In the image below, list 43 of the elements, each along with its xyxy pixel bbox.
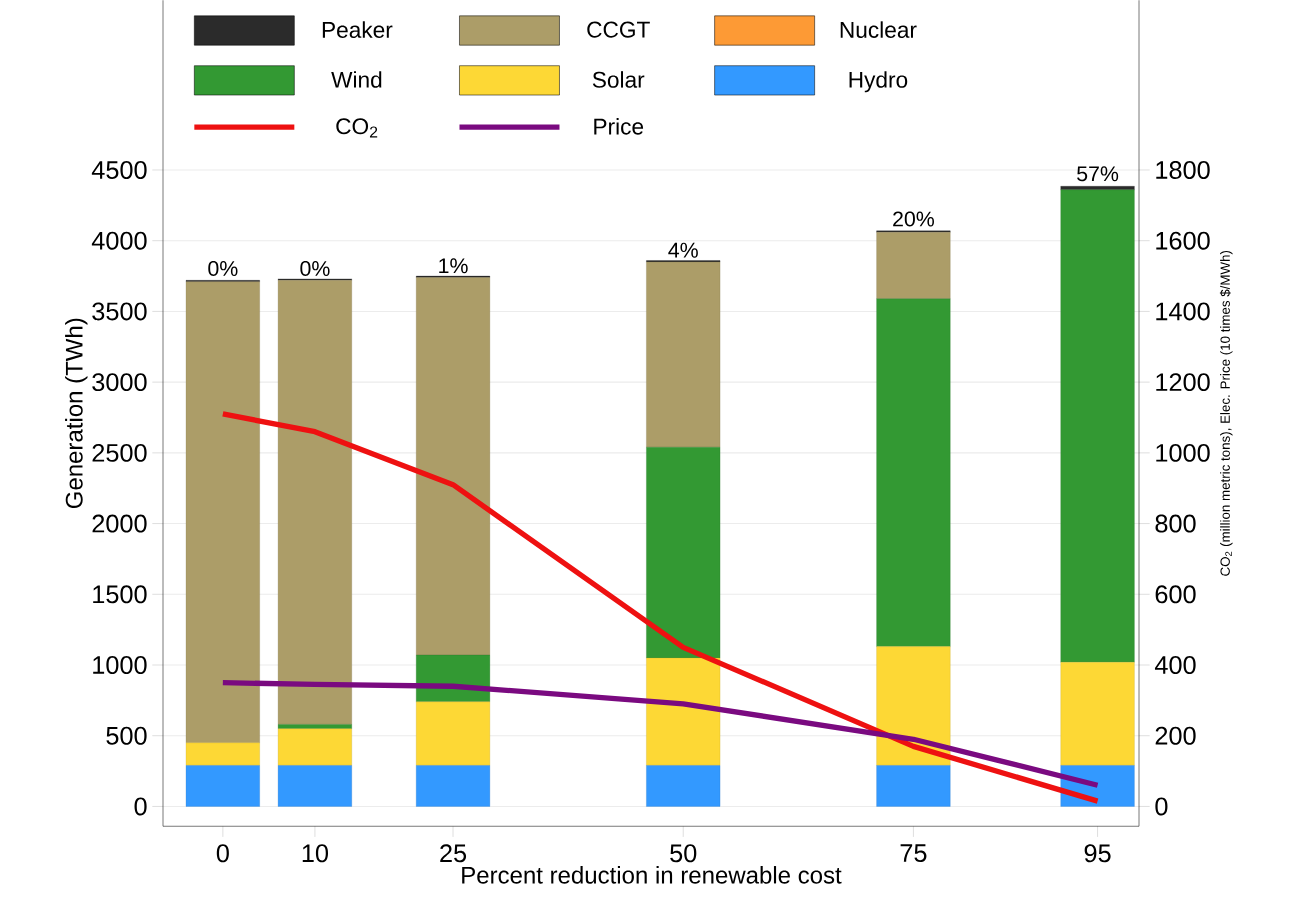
y2-tick-label: 1400 — [1156, 302, 1210, 321]
y2-axis-title: CO$_{2}$ (million metric tons), Elec. Price (10 times $/MWh) — [1219, 250, 1233, 576]
legend-label: Nuclear — [840, 21, 917, 38]
y-tick-label: 4500 — [91, 160, 147, 179]
annotation: 0% — [300, 260, 330, 276]
y2-tick-label: 1200 — [1156, 373, 1210, 391]
y2-tick-label: 1800 — [1156, 160, 1210, 179]
x-tick-label: 25 — [440, 844, 467, 863]
y2-tick-label: 400 — [1154, 655, 1196, 674]
x-tick-label: 95 — [1084, 844, 1111, 863]
y2-tick-label: 600 — [1155, 585, 1196, 604]
x-tick-label: 10 — [302, 844, 329, 863]
y-tick-label: 2500 — [92, 443, 147, 462]
y2-tick-label: 1000 — [1156, 443, 1210, 462]
legend-label: Price — [594, 117, 644, 135]
annotation: 4% — [668, 242, 698, 258]
y2-tick-label: 1600 — [1156, 231, 1210, 250]
annotation: 20% — [893, 211, 935, 227]
y-tick-label: 3500 — [92, 302, 147, 321]
x-tick-label: 50 — [670, 844, 697, 863]
legend-label: Wind — [331, 71, 382, 88]
legend-label: Peaker — [322, 21, 393, 38]
x-axis-title: Percent reduction in renewable cost — [462, 865, 842, 884]
y-tick-label: 1500 — [93, 585, 147, 604]
x-tick-label: 75 — [900, 844, 927, 862]
y-tick-label: 500 — [106, 726, 147, 745]
y-axis-title: Generation (TWh) — [65, 318, 88, 508]
y-tick-label: 4000 — [91, 231, 147, 250]
y2-tick-label: 0 — [1155, 797, 1168, 816]
legend-label: CCGT — [587, 21, 650, 38]
y2-tick-label: 800 — [1155, 514, 1196, 533]
annotation: 0% — [208, 260, 238, 276]
y-tick-label: 2000 — [92, 514, 147, 533]
y-tick-label: 1000 — [93, 655, 147, 674]
x-tick-label: 0 — [216, 844, 229, 863]
y2-tick-label: 200 — [1155, 726, 1196, 745]
y-tick-label: 0 — [134, 797, 147, 816]
legend-label: CO$_{2}$ — [336, 118, 378, 138]
annotation: 1% — [439, 258, 468, 274]
legend-label: Hydro — [849, 71, 908, 93]
annotation: 57% — [1077, 166, 1119, 182]
legend-label: Solar — [592, 71, 645, 88]
y-tick-label: 3000 — [92, 373, 147, 391]
